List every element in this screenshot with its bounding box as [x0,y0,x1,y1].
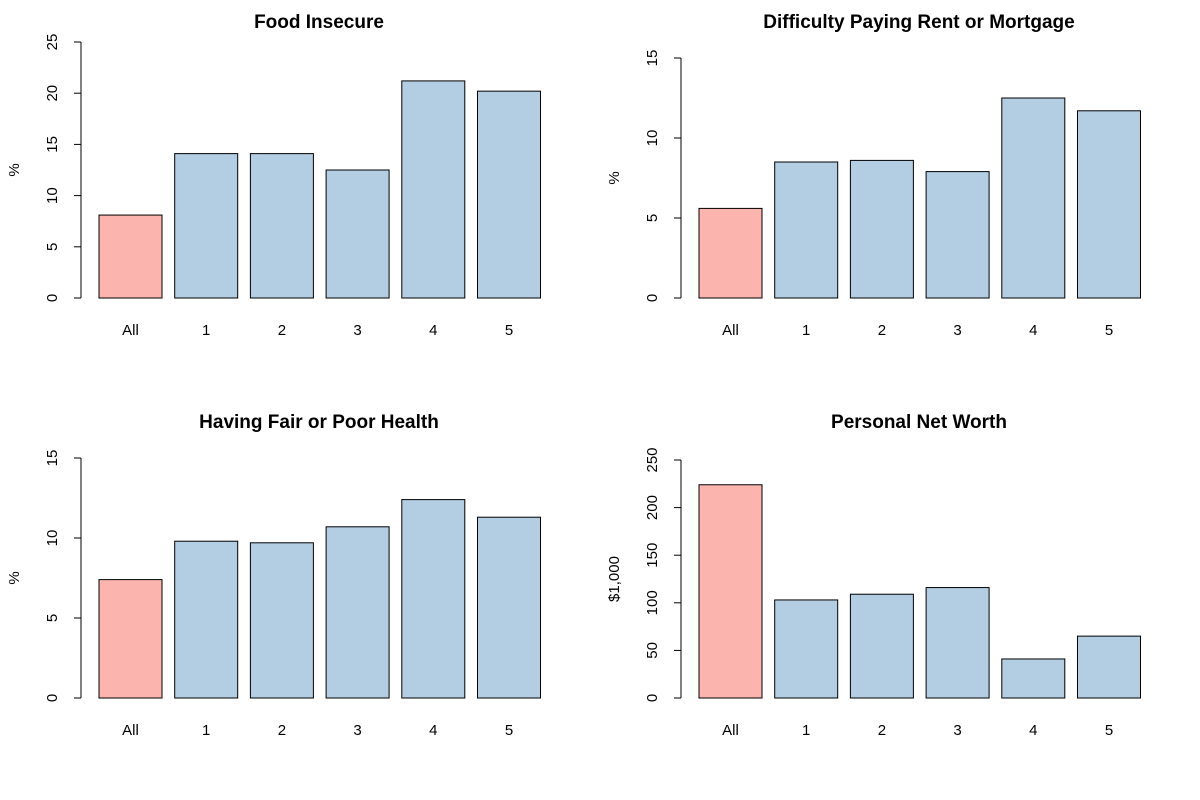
x-category-label: 1 [802,322,810,339]
chart-title: Difficulty Paying Rent or Mortgage [763,12,1074,33]
bar-2 [249,153,314,299]
bar-5 [477,516,541,699]
bar-3 [925,587,990,699]
bar-1 [774,161,839,299]
y-tick-label: 15 [44,136,61,153]
x-category-label: 2 [878,722,886,739]
bar-4 [1001,658,1066,699]
y-tick-label: 0 [644,294,661,302]
y-tick-label: 100 [644,590,661,615]
y-tick-label: 25 [44,34,61,51]
x-category-label: 2 [278,322,286,339]
bar-all [98,579,163,699]
y-tick-label: 15 [44,450,61,467]
x-category-label: 1 [202,322,210,339]
bar-2 [849,593,914,699]
y-tick-label: 20 [44,85,61,102]
x-category-label: 2 [278,722,286,739]
x-category-label: All [722,322,739,339]
y-axis-label: % [6,571,23,584]
y-tick-label: 10 [44,187,61,204]
panel-personal-net-worth: Personal Net Worth $1,000 0 50 100 150 200 250 A… [606,412,1141,739]
bar-1 [174,153,239,299]
y-tick-label: 50 [644,642,661,659]
bar-all [698,207,763,299]
bar-5 [1077,110,1141,299]
bar-5 [477,90,541,299]
chart-title: Having Fair or Poor Health [199,412,439,433]
bar-2 [249,542,314,699]
y-axis-label: % [606,171,623,184]
x-category-label: 3 [353,722,361,739]
x-category-label: 3 [953,722,961,739]
chart-title: Food Insecure [254,12,384,33]
y-tick-label: 200 [644,495,661,520]
bar-1 [774,599,839,699]
y-tick-label: 5 [44,243,61,251]
bar-3 [925,171,990,299]
y-tick-label: 10 [44,530,61,547]
x-category-label: 1 [202,722,210,739]
bar-3 [325,169,390,299]
y-tick-label: 0 [644,694,661,702]
x-category-label: 3 [353,322,361,339]
bar-5 [1077,635,1141,699]
y-tick-label: 5 [44,614,61,622]
bar-all [698,484,763,699]
panel-fair-poor-health: Having Fair or Poor Health% 0 5 10 15 All 1 2 3 4… [6,412,541,739]
y-tick-label: 250 [644,447,661,472]
y-tick-label: 0 [44,294,61,302]
bar-3 [325,526,390,699]
x-category-label: 5 [1105,722,1113,739]
x-category-label: All [122,322,139,339]
bar-all [98,214,163,299]
x-category-label: 4 [1029,322,1037,339]
x-category-label: 4 [429,322,437,339]
x-category-label: 5 [505,322,513,339]
x-category-label: 1 [802,722,810,739]
x-category-label: 4 [1029,722,1037,739]
y-tick-label: 0 [44,694,61,702]
x-category-label: 2 [878,322,886,339]
bar-2 [849,159,914,299]
x-category-label: All [722,722,739,739]
x-category-label: 4 [429,722,437,739]
bar-4 [1001,97,1066,299]
x-category-label: 5 [505,722,513,739]
y-axis-label: $1,000 [606,556,623,602]
chart-title: Personal Net Worth [831,412,1007,433]
bar-1 [174,540,239,699]
y-tick-label: 15 [644,50,661,67]
x-category-label: 5 [1105,322,1113,339]
x-category-label: 3 [953,322,961,339]
x-category-label: All [122,722,139,739]
y-tick-label: 150 [644,543,661,568]
panel-difficulty-paying-rent: Difficulty Paying Rent or Mortgage% 0 5 10 1… [606,12,1141,339]
bar-4 [401,499,466,699]
bar-4 [401,80,466,299]
panel-food-insecure: Food Insecure% 0 5 10 15 20 25 All 1 2 3 4 5 [6,12,541,339]
y-tick-label: 5 [644,214,661,222]
y-tick-label: 10 [644,130,661,147]
y-axis-label: % [6,163,23,176]
